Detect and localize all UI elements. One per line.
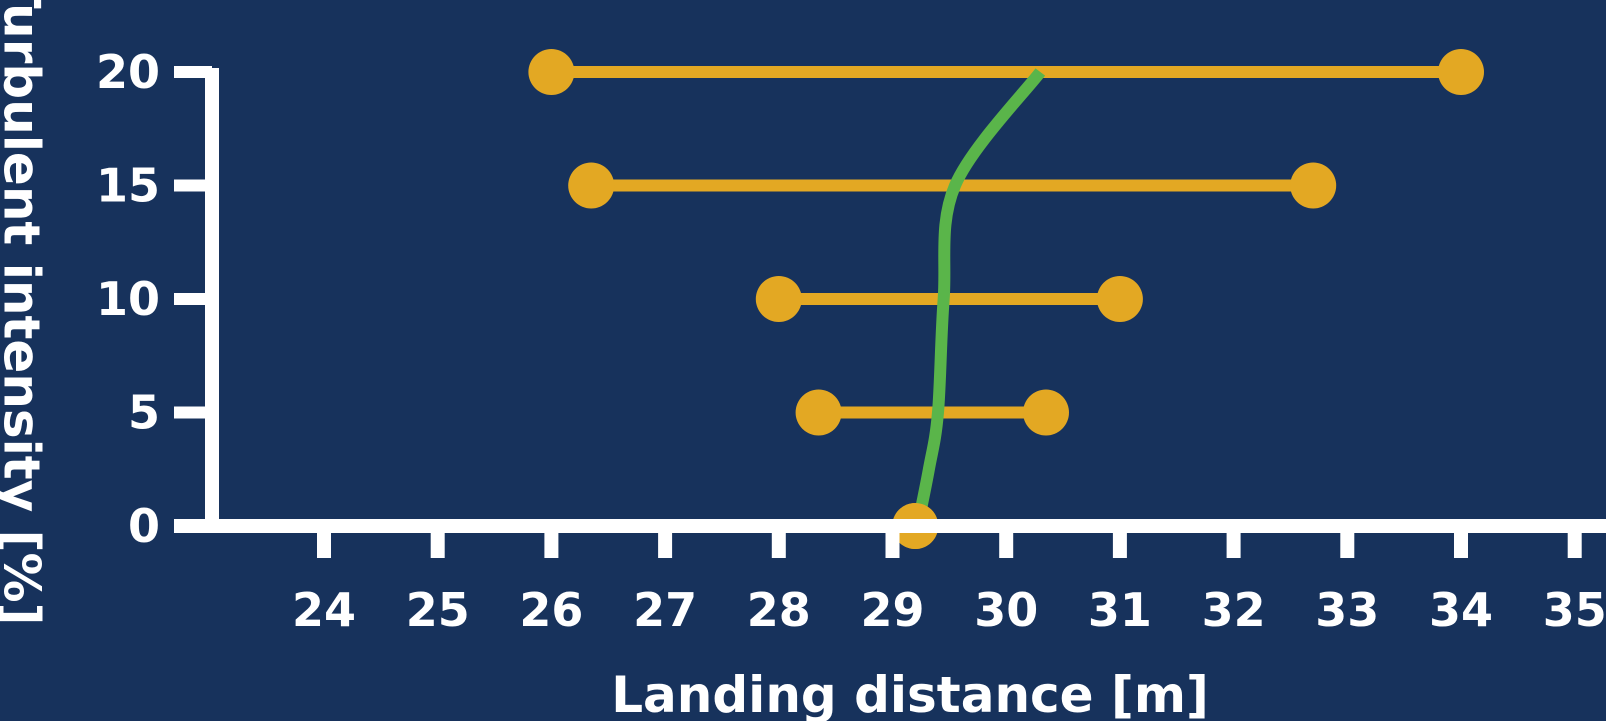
range-min-point [528,49,575,95]
median-curve [911,68,1046,528]
y-axis-title: Turbulent intensity [%] [0,0,51,625]
x-axis-title: Landing distance [m] [611,666,1209,721]
range-max-point [1022,389,1069,436]
x-tick-label: 33 [1315,583,1379,637]
range-max-point [1096,276,1143,322]
range-max-point [1290,162,1337,209]
y-tick-label: 15 [96,159,160,213]
x-tick-label: 32 [1202,583,1266,637]
range-min-point [755,276,802,322]
x-tick-label: 24 [292,583,356,637]
y-tick-label: 0 [128,499,160,553]
x-tick-label: 26 [519,583,583,637]
x-tick-label: 30 [974,583,1038,637]
range-min-point [568,162,615,209]
x-tick-label: 31 [1088,583,1152,637]
range-max-point [1438,49,1484,95]
range-min-point [795,389,842,436]
y-tick-label: 5 [128,386,160,440]
axes: 0 5 10 15 20 24 25 26 27 28 29 30 31 32 33 34 35 [96,45,1606,637]
x-tick-label: 29 [860,583,924,637]
x-tick-label: 34 [1429,583,1493,637]
plot-area [528,49,1484,549]
x-tick-label: 35 [1543,583,1606,637]
y-tick-label: 20 [96,45,160,99]
y-tick-label: 10 [96,272,160,326]
x-tick-label: 27 [633,583,697,637]
x-tick-label: 28 [747,583,811,637]
x-tick-label: 25 [406,583,470,637]
